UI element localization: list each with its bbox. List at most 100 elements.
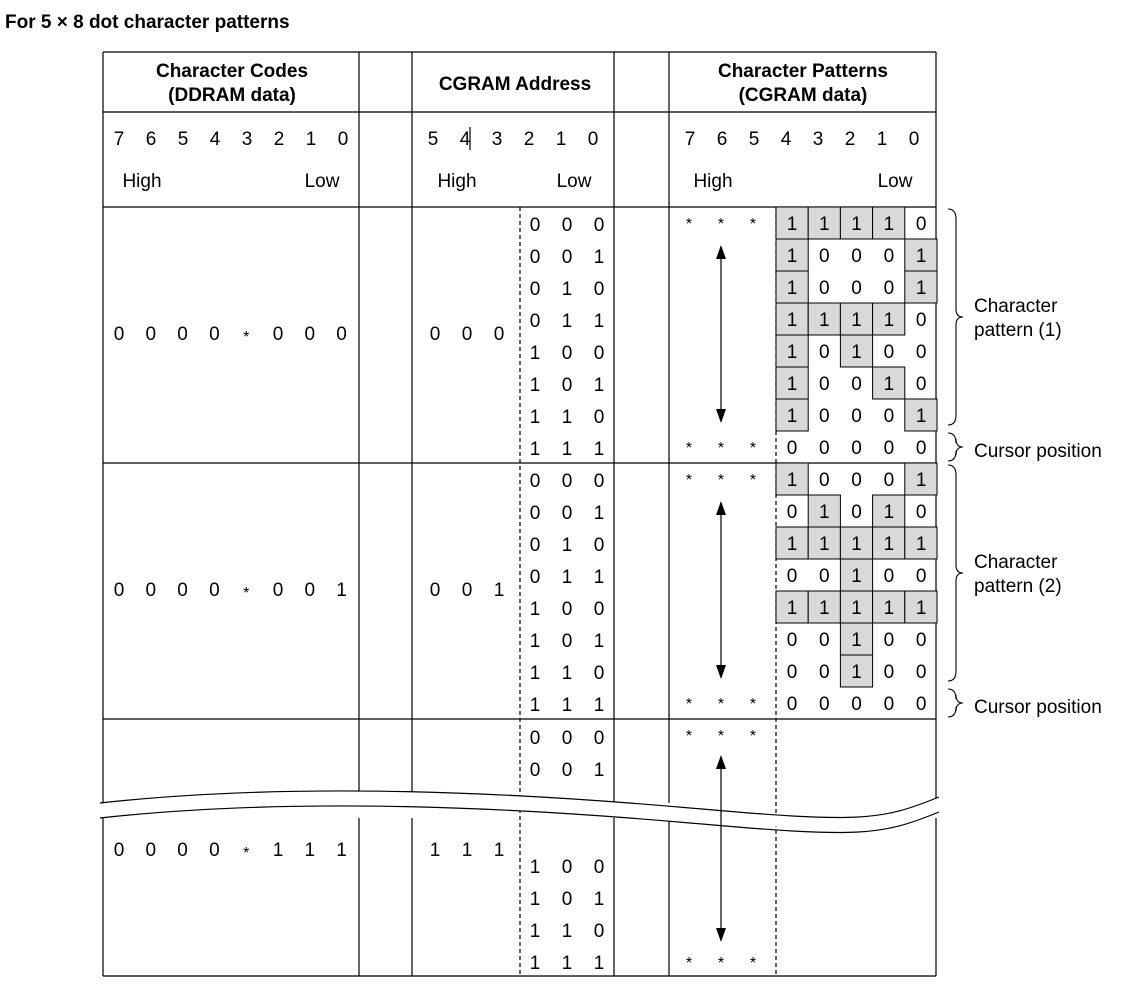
code-bit: 0	[146, 840, 157, 861]
address-low-bit: 1	[594, 631, 605, 652]
pattern-bit-label: 0	[909, 129, 920, 150]
address-low-bit: 0	[594, 728, 605, 749]
pattern-dot-on	[775, 270, 809, 304]
pattern-dot-on	[904, 526, 938, 560]
pattern-undefined-bit: *	[686, 955, 692, 972]
diagram-title: For 5 × 8 dot character patterns	[5, 12, 290, 33]
pattern-undefined-bit: *	[718, 955, 724, 972]
address-low-bit: 1	[594, 311, 605, 332]
pattern-bit-on: 1	[851, 214, 862, 235]
address-low-bit: 1	[530, 921, 541, 942]
pattern-undefined-bit: *	[750, 216, 756, 233]
pattern-dot-on	[775, 526, 809, 560]
pattern-bit-off: 0	[819, 406, 830, 427]
address-low-bit: 1	[530, 599, 541, 620]
pattern-bit-on: 1	[787, 598, 798, 619]
address-high-bit: 0	[462, 324, 473, 345]
pattern-dot-on	[872, 526, 906, 560]
pattern-bit-on: 1	[916, 470, 927, 491]
address-range-arrow-head-up	[716, 501, 726, 515]
pattern-bit-off: 0	[787, 502, 798, 523]
pattern-undefined-bit: *	[686, 472, 692, 489]
address-bit-label: 5	[428, 129, 439, 150]
address-low-bit: 1	[594, 375, 605, 396]
pattern-bit-off: 0	[884, 246, 895, 267]
pattern-bit-on: 1	[819, 502, 830, 523]
code-undefined-bit: *	[243, 845, 249, 862]
address-low-bit: 1	[562, 695, 573, 716]
address-low-bit: 1	[530, 407, 541, 428]
header-character-patterns: Character Patterns	[718, 61, 888, 82]
address-low-bit: 0	[562, 599, 573, 620]
address-low-bit: 1	[562, 921, 573, 942]
pattern-dot-on	[775, 206, 809, 240]
pattern-dot-on	[807, 494, 841, 528]
pattern-dot-on	[872, 206, 906, 240]
high-label: High	[693, 171, 732, 192]
pattern-bit-off: 0	[916, 342, 927, 363]
pattern-brace	[947, 208, 964, 426]
pattern-bit-off: 0	[884, 278, 895, 299]
pattern-bit-off: 0	[851, 246, 862, 267]
pattern-undefined-bit: *	[718, 216, 724, 233]
address-high-bit: 0	[494, 324, 505, 345]
address-low-bit: 0	[530, 311, 541, 332]
pattern-bit-on: 1	[916, 246, 927, 267]
address-low-bit: 0	[562, 728, 573, 749]
address-low-bit: 1	[530, 695, 541, 716]
pattern-dot-on	[872, 366, 906, 400]
address-high-bit: 1	[494, 840, 505, 861]
code-bit: 0	[177, 324, 188, 345]
pattern-bit-on: 1	[851, 662, 862, 683]
pattern-bit-label: 5	[749, 129, 760, 150]
address-low-bit: 0	[594, 857, 605, 878]
address-bit-label: 0	[588, 129, 599, 150]
pattern-dot-on	[904, 398, 938, 432]
pattern-bit-off: 0	[851, 694, 862, 715]
pattern-undefined-bit: *	[750, 696, 756, 713]
header-character-codes: Character Codes	[156, 61, 308, 82]
address-low-bit: 1	[562, 407, 573, 428]
address-low-bit: 0	[594, 343, 605, 364]
address-low-bit: 0	[530, 503, 541, 524]
address-low-bit: 1	[530, 857, 541, 878]
pattern-bit-on: 1	[851, 630, 862, 651]
pattern-bit-on: 1	[787, 246, 798, 267]
pattern-label: Character	[974, 296, 1058, 317]
code-bit: 0	[114, 324, 125, 345]
pattern-bit-off: 0	[916, 566, 927, 587]
cursor-position-label: Cursor position	[974, 697, 1102, 718]
address-low-bit: 1	[594, 695, 605, 716]
address-low-bit: 0	[530, 535, 541, 556]
address-low-bit: 1	[530, 663, 541, 684]
address-low-bit: 1	[594, 953, 605, 974]
address-low-bit: 0	[594, 599, 605, 620]
address-low-bit: 1	[530, 343, 541, 364]
code-bit: 1	[336, 840, 347, 861]
pattern-bit-on: 1	[819, 534, 830, 555]
pattern-bit-off: 0	[884, 342, 895, 363]
pattern-bit-off: 0	[916, 310, 927, 331]
address-low-bit: 1	[530, 953, 541, 974]
pattern-bit-off: 0	[916, 214, 927, 235]
address-range-arrow-head-down	[716, 665, 726, 679]
code-bit: 0	[114, 580, 125, 601]
pattern-bit-on: 1	[851, 342, 862, 363]
pattern-dot-on	[839, 654, 874, 688]
code-bit-label: 1	[306, 129, 317, 150]
pattern-bit-on: 1	[916, 406, 927, 427]
address-low-bit: 0	[562, 375, 573, 396]
address-bit-label: 4	[460, 129, 471, 150]
pattern-bit-on: 1	[884, 598, 895, 619]
pattern-bit-off: 0	[884, 662, 895, 683]
pattern-bit-off: 0	[851, 470, 862, 491]
low-label: Low	[305, 171, 340, 192]
pattern-bit-off: 0	[819, 662, 830, 683]
pattern-bit-off: 0	[884, 630, 895, 651]
pattern-bit-label: 1	[877, 129, 888, 150]
code-undefined-bit: *	[243, 585, 249, 602]
pattern-dot-on	[904, 270, 938, 304]
pattern-bit-off: 0	[884, 438, 895, 459]
pattern-bit-off: 0	[819, 694, 830, 715]
